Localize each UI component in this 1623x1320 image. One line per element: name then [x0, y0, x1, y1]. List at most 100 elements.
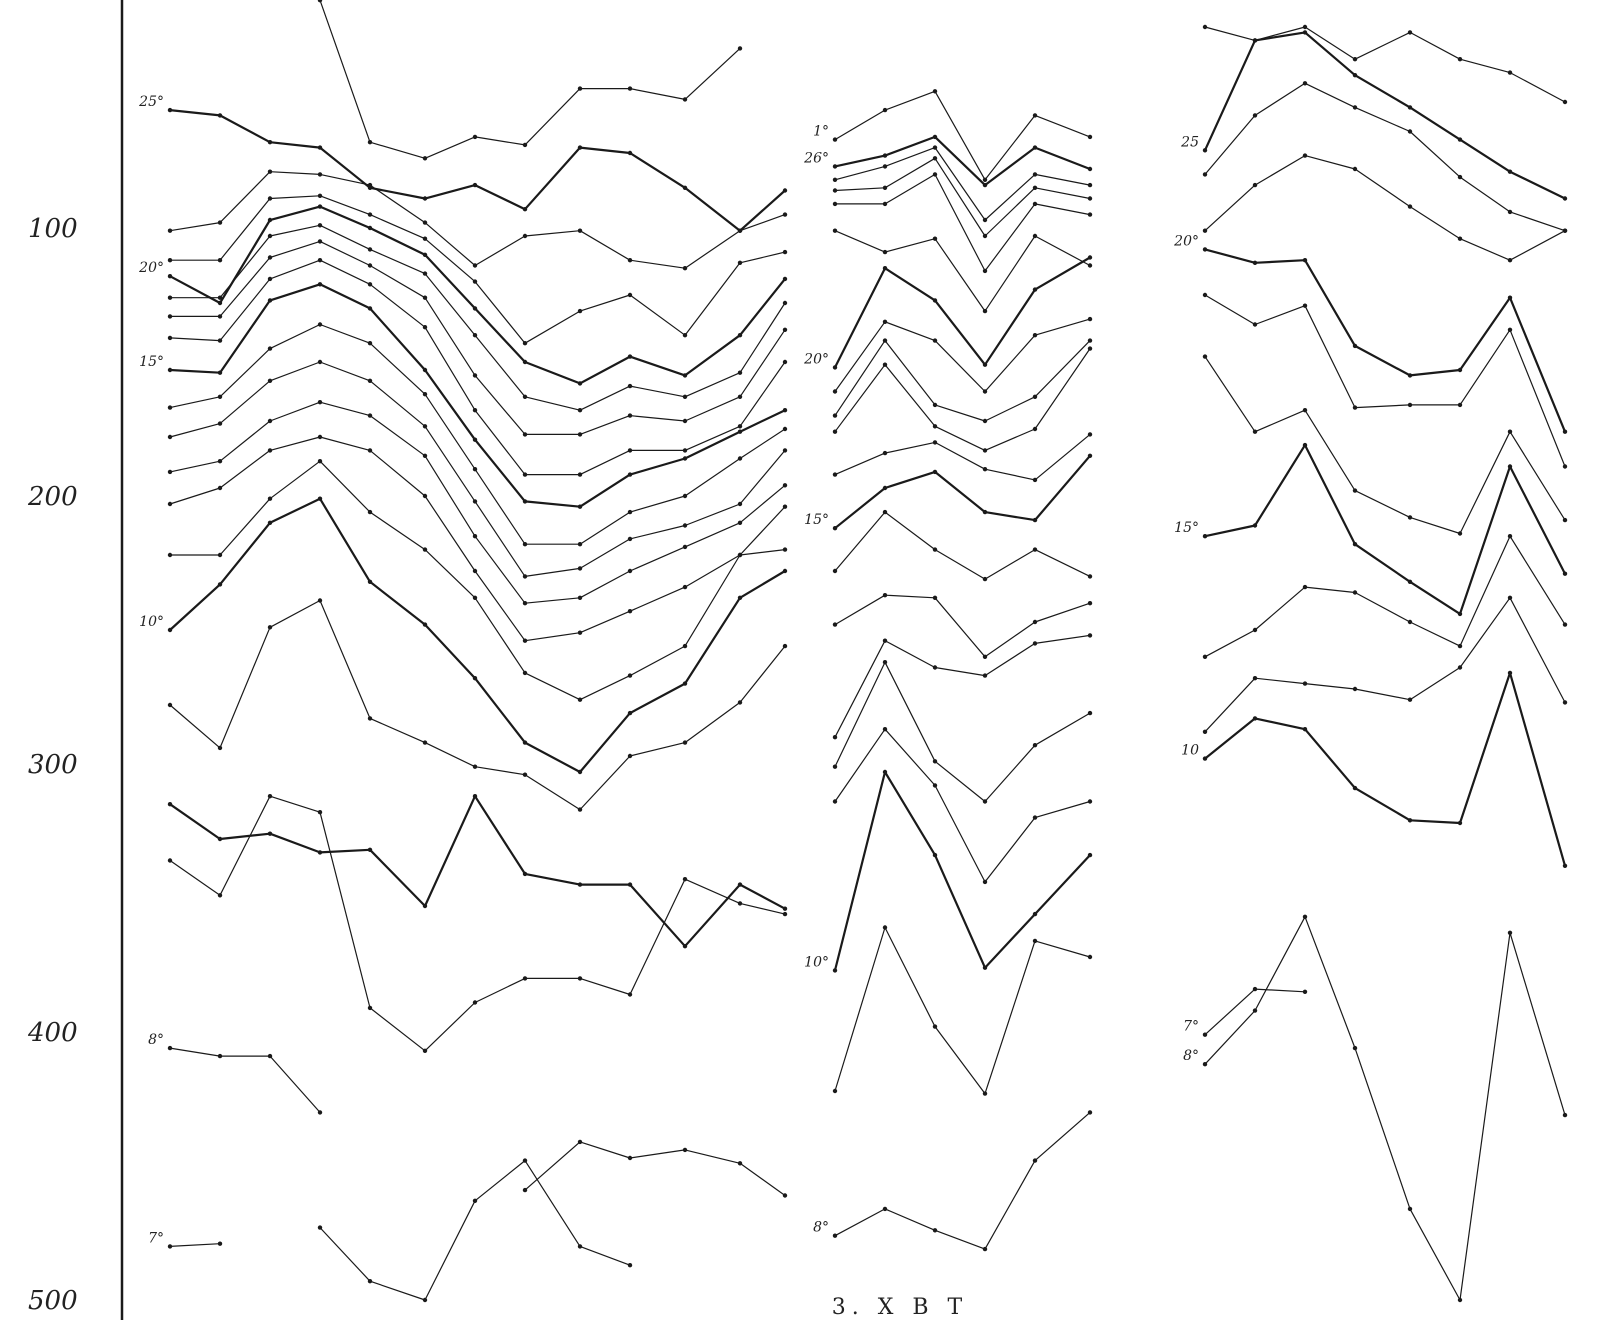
isotherm-point	[267, 233, 273, 239]
isotherm-point	[1252, 627, 1258, 633]
isotherm-point	[317, 145, 323, 150]
isotherm-point	[267, 276, 273, 282]
isotherm-point	[522, 740, 528, 745]
isotherm-point	[522, 871, 528, 877]
isotherm-point	[1252, 38, 1258, 43]
isotherm-point	[832, 137, 838, 142]
isotherm-label: 8°	[813, 1220, 829, 1236]
isotherm-point	[882, 509, 888, 515]
isotherm-point	[317, 258, 323, 263]
isotherm-point	[1252, 1008, 1258, 1013]
isotherm-point	[1087, 574, 1093, 579]
isotherm-point	[422, 220, 428, 225]
isotherm-point	[932, 172, 938, 177]
isotherm-point	[317, 810, 323, 815]
isotherm-point	[167, 367, 173, 373]
isotherm-point	[1252, 260, 1258, 265]
isotherm-line	[834, 433, 1091, 481]
isotherm-point	[982, 467, 988, 472]
isotherm-point	[422, 295, 428, 300]
isotherm-point	[832, 968, 838, 973]
isotherm-point	[882, 164, 888, 169]
isotherm-point	[317, 400, 323, 405]
isotherm-point	[422, 196, 428, 201]
isotherm-point	[472, 373, 478, 378]
isotherm-point	[1457, 137, 1463, 142]
isotherm-point	[832, 799, 838, 804]
isotherm-label: 20°	[803, 351, 829, 367]
isotherm-point	[577, 882, 583, 887]
isotherm-label: 20°	[138, 260, 164, 276]
isotherm-point	[832, 472, 838, 477]
isotherm-point	[1087, 852, 1093, 858]
isotherm-point	[317, 204, 323, 209]
isotherm-point	[1252, 429, 1258, 434]
isotherm-point	[167, 107, 173, 113]
isotherm-point	[1507, 169, 1513, 174]
isotherm-line	[834, 340, 1091, 422]
isotherm-point	[522, 472, 528, 477]
isotherm-point	[1087, 954, 1093, 960]
isotherm-point	[782, 911, 788, 917]
isotherm-point	[932, 145, 938, 150]
isotherm-point	[167, 552, 173, 558]
isotherm-point	[932, 156, 938, 161]
isotherm-line	[169, 361, 786, 578]
isotherm-point	[1507, 209, 1513, 215]
isotherm-point	[737, 260, 743, 265]
isotherm-point	[682, 448, 688, 453]
isotherm-point	[932, 1024, 938, 1029]
depth-tick-label: 500	[28, 1286, 78, 1316]
isotherm-label: 1°	[813, 124, 829, 140]
isotherm-point	[217, 552, 223, 558]
isotherm-point	[782, 327, 788, 332]
isotherm-line	[169, 1047, 321, 1114]
isotherm-point	[217, 258, 223, 263]
isotherm-point	[217, 1053, 223, 1059]
isotherm-point	[627, 86, 633, 91]
isotherm-point	[422, 740, 428, 745]
isotherm-point	[167, 469, 173, 475]
isotherm-point	[932, 1228, 938, 1233]
isotherm-point	[1252, 322, 1258, 327]
isotherm-line	[834, 157, 1091, 237]
isotherm-point	[1457, 236, 1463, 241]
isotherm-point	[1087, 601, 1093, 606]
isotherm-point	[267, 378, 273, 383]
isotherm-point	[682, 493, 688, 499]
isotherm-point	[882, 362, 888, 367]
isotherm-point	[932, 236, 938, 241]
isotherm-point	[832, 568, 838, 574]
isotherm-point	[167, 258, 173, 263]
isotherm-point	[1087, 453, 1093, 458]
isotherm-point	[367, 140, 373, 145]
isotherm-point	[1507, 429, 1513, 434]
isotherm-point	[522, 574, 528, 579]
isotherm-point	[522, 976, 528, 981]
isotherm-point	[422, 547, 428, 552]
isotherm-point	[522, 1187, 528, 1193]
isotherm-point	[1252, 716, 1258, 721]
isotherm-point	[422, 1048, 428, 1054]
isotherm-point	[167, 314, 173, 319]
isotherm-line	[1204, 356, 1566, 535]
isotherm-point	[982, 509, 988, 515]
isotherm-point	[472, 263, 478, 268]
isotherm-point	[317, 496, 323, 501]
isotherm-point	[682, 523, 688, 528]
figure-caption: 3. X B T	[832, 1295, 968, 1320]
isotherm-line	[1204, 597, 1566, 733]
isotherm-point	[832, 228, 838, 233]
isotherm-point	[1352, 105, 1358, 110]
isotherm-point	[1252, 182, 1258, 188]
isotherm-point	[1087, 799, 1093, 804]
isotherm-point	[1087, 263, 1093, 268]
isotherm-point	[882, 153, 888, 158]
isotherm-point	[472, 467, 478, 472]
isotherm-point	[422, 252, 428, 257]
isotherm-point	[217, 394, 223, 399]
isotherm-point	[1562, 700, 1568, 705]
isotherm-point	[882, 185, 888, 190]
isotherm-point	[932, 402, 938, 408]
isotherm-point	[882, 266, 888, 271]
